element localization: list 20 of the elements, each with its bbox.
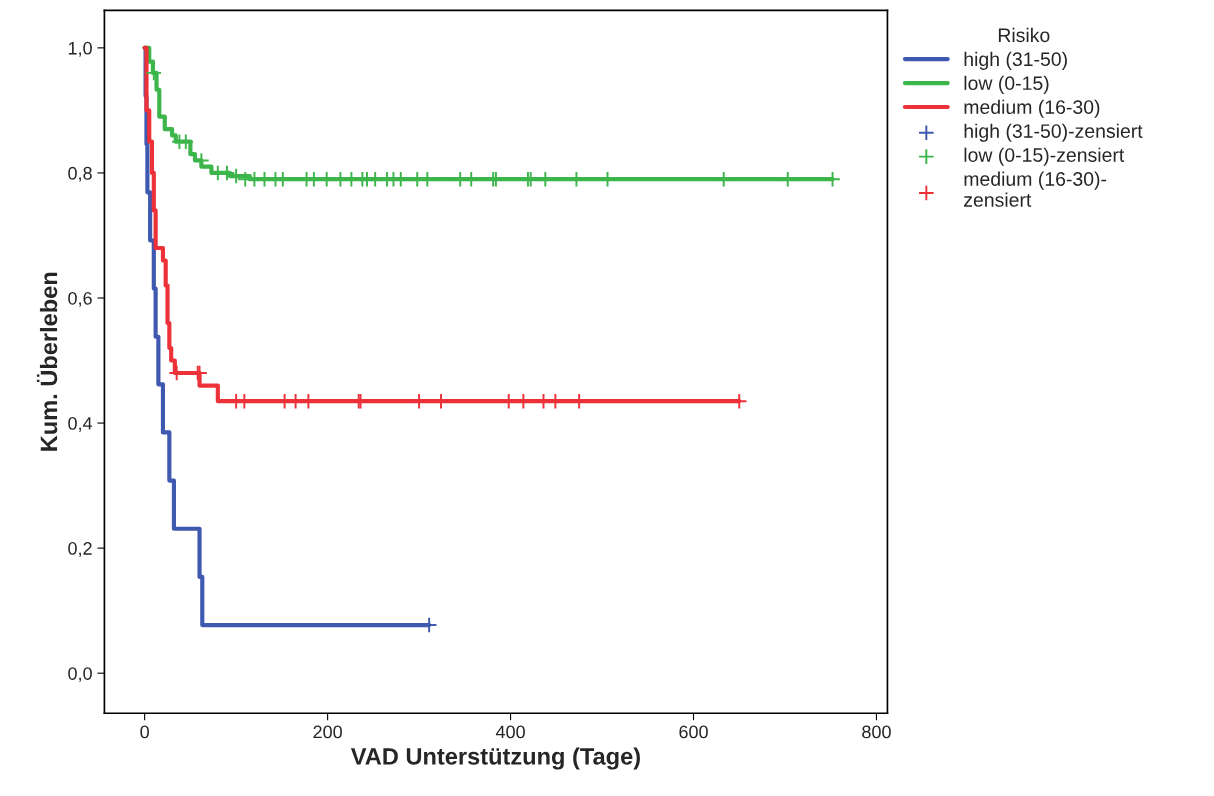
legend-label: medium (16-30)- zensiert — [964, 171, 1107, 207]
y-tick-label: 0,0 — [68, 667, 92, 683]
y-tick-label: 1,0 — [68, 41, 92, 57]
legend-label: medium (16-30) — [964, 99, 1100, 118]
legend-label: low (0-15)-zensiert — [964, 147, 1125, 166]
x-axis-title: VAD Unterstützung (Tage) — [350, 747, 640, 770]
legend-label: high (31-50) — [964, 51, 1067, 70]
y-tick-label: 0,2 — [68, 542, 92, 557]
legend-label: low (0-15) — [964, 75, 1049, 94]
x-tick-label: 200 — [313, 725, 342, 739]
legend-label: high (31-50)-zensiert — [964, 123, 1143, 142]
y-tick-label: 0,8 — [68, 166, 92, 182]
x-tick-label: 800 — [862, 725, 891, 739]
y-tick-label: 0,6 — [68, 291, 92, 307]
x-tick-label: 600 — [679, 725, 708, 739]
legend-title: Risiko — [998, 27, 1050, 43]
x-tick-label: 0 — [140, 725, 149, 739]
y-axis-title: Kum. Überleben — [36, 272, 58, 451]
x-tick-label: 400 — [495, 725, 525, 739]
y-tick-label: 0,4 — [68, 417, 93, 432]
